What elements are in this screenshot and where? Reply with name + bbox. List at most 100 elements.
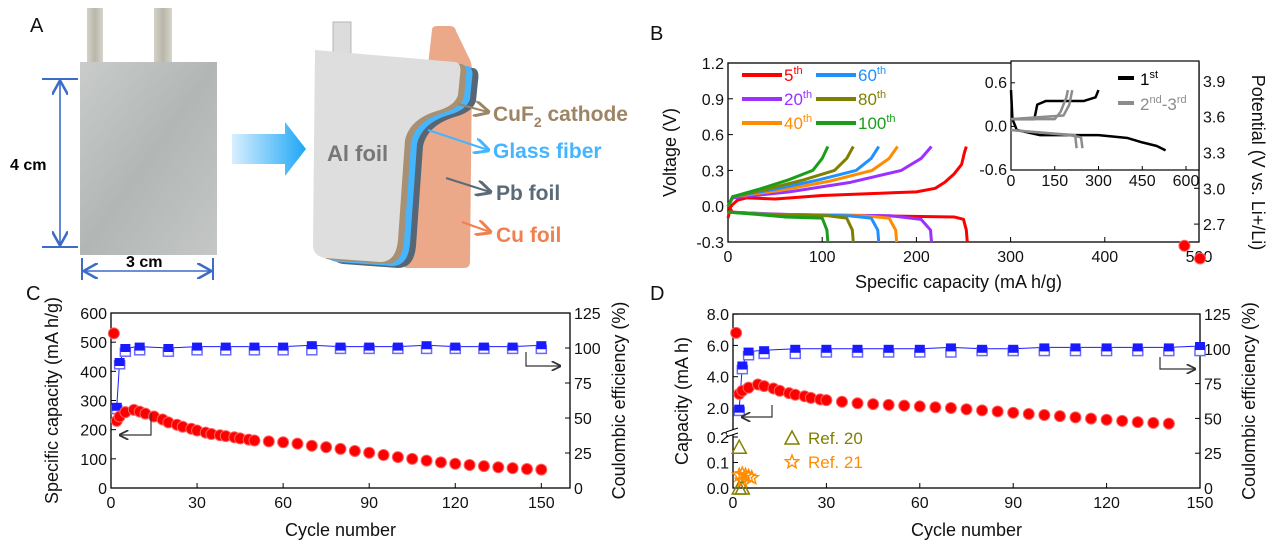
triangle-marker (730, 438, 748, 454)
inset-x-tick-label: 150 (1041, 173, 1068, 190)
capacity-marker (991, 405, 1004, 418)
legend-label-60: 60th (858, 65, 886, 85)
ce-filled-marker (364, 342, 375, 351)
capacity-marker (506, 462, 519, 475)
y-axis-c-tick-label: 500 (80, 335, 107, 352)
capacity-marker (1131, 416, 1144, 429)
al-tab (332, 21, 352, 55)
capacity-marker (1178, 239, 1191, 252)
capacity-marker (406, 452, 419, 465)
inset-curve-2-3 (1010, 89, 1074, 121)
chart-d: 0 30 60 90 120 150 2.0 4.0 6.0 8.0 0.0 0.1 0.2 0 25 50 7… (672, 239, 1259, 540)
capacity-marker (1162, 417, 1175, 430)
x-axis-b-tick-label: 300 (997, 249, 1024, 266)
capacity-marker (1022, 407, 1035, 420)
y2-axis-c-tick-label: 75 (574, 376, 592, 393)
cathode-label: CuF2 cathode (493, 103, 628, 130)
ce-line-c (116, 344, 542, 407)
axis-break-mark (725, 432, 739, 438)
capacity-marker (363, 446, 376, 459)
capacity-marker (898, 399, 911, 412)
x-axis-c-tick-label: 120 (442, 495, 469, 512)
inset-curve-1-0 (1009, 90, 1167, 152)
x-axis-d-tick-label: 120 (1093, 495, 1120, 512)
axis-pointer-left (742, 405, 773, 417)
cu-foil-label: Cu foil (496, 224, 561, 247)
width-dimension: 3 cm (81, 254, 214, 280)
capacity-marker (305, 439, 318, 452)
y-axis-b-tick-label: 0.6 (702, 128, 724, 145)
y-axis-b-tick-label: 0.3 (702, 163, 724, 180)
ce-filled-marker (883, 344, 894, 353)
ce-filled-marker (249, 342, 260, 351)
y2-axis-c-tick-label: 125 (574, 306, 601, 323)
capacity-marker (730, 326, 743, 339)
capacity-marker (262, 435, 275, 448)
panel-label-b: B (650, 23, 663, 45)
y2-axis-d-tick-label: 100 (1204, 342, 1231, 359)
ce-filled-marker (220, 342, 231, 351)
capacity-marker (820, 394, 833, 407)
ce-filled-marker (192, 342, 203, 351)
x-axis-b-tick-label: 100 (809, 249, 836, 266)
capacity-marker (477, 460, 490, 473)
x-axis-b-tick-label: 0 (724, 249, 733, 266)
capacity-marker (1007, 406, 1020, 419)
ce-filled-marker (977, 344, 988, 353)
capacity-marker (976, 404, 989, 417)
capacity-marker (835, 395, 848, 408)
pouch-cell-photo (80, 8, 217, 255)
al-foil-label: Al foil (327, 141, 388, 166)
inset-x-tick-label: 0 (1007, 173, 1016, 190)
y2-axis-b-title: Potential (V vs. Li+/Li) (1248, 75, 1268, 251)
x-axis-b-title: Specific capacity (mA h/g) (855, 272, 1062, 292)
legend-label-80: 80th (858, 89, 886, 109)
y-axis-b-tick-label: -0.3 (696, 235, 724, 252)
legend-label-ref: Ref. 21 (808, 453, 863, 472)
x-axis-b-tick-label: 400 (1091, 249, 1118, 266)
capacity-marker (377, 449, 390, 462)
y-axis-c-tick-label: 600 (80, 306, 107, 323)
triangle-marker (734, 479, 751, 495)
capacity-marker (1116, 414, 1129, 427)
capacity-marker (867, 398, 880, 411)
x-axis-c-tick-label: 30 (188, 495, 206, 512)
capacity-marker (434, 456, 447, 469)
ce-filled-marker (759, 346, 770, 355)
y2-axis-c-tick-label: 0 (574, 481, 583, 498)
y2-axis-b-tick-label: 3.6 (1203, 110, 1225, 127)
capacity-marker (320, 441, 333, 454)
ce-filled-marker (306, 341, 317, 350)
y-axis-c-title: Specific capacity (mA h/g) (42, 297, 62, 504)
capacity-marker (291, 437, 304, 450)
y-axis-d-tick-label: 0.2 (707, 430, 729, 447)
capacity-marker (449, 457, 462, 470)
pouch-tab-right (154, 8, 172, 64)
axis-pointer-right (1159, 357, 1195, 369)
height-label: 4 cm (10, 157, 46, 174)
axis-pointer-left (120, 413, 152, 435)
y2-axis-d-tick-label: 0 (1204, 481, 1213, 498)
x-axis-c-tick-label: 150 (528, 495, 555, 512)
chart-c: 0 30 60 90 120 150 0 100 200 300 400 500 600 0 25 50 75 1… (42, 297, 629, 540)
inset-y-tick-label: 0.0 (985, 118, 1007, 135)
capacity-marker (913, 400, 926, 413)
capacity-marker (1038, 409, 1051, 422)
pouch-body (80, 62, 217, 255)
x-axis-b-tick-label: 200 (903, 249, 930, 266)
capacity-marker (1100, 413, 1113, 426)
legend-label-5: 5th (784, 65, 803, 85)
ce-filled-marker (120, 344, 131, 352)
inset-x-tick-label: 450 (1129, 173, 1156, 190)
y2-axis-c-tick-label: 50 (574, 411, 592, 428)
y-axis-c-tick-label: 100 (80, 452, 107, 469)
panel-label-c: C (26, 283, 40, 305)
y2-axis-b-tick-label: 2.7 (1203, 217, 1225, 234)
capacity-marker (348, 444, 361, 457)
y-axis-c-tick-label: 200 (80, 423, 107, 440)
capacity-marker (334, 442, 347, 455)
ce-filled-marker (852, 344, 863, 353)
x-axis-c-title: Cycle number (285, 520, 396, 540)
ce-filled-marker (1132, 343, 1143, 352)
ce-filled-marker (114, 358, 125, 366)
